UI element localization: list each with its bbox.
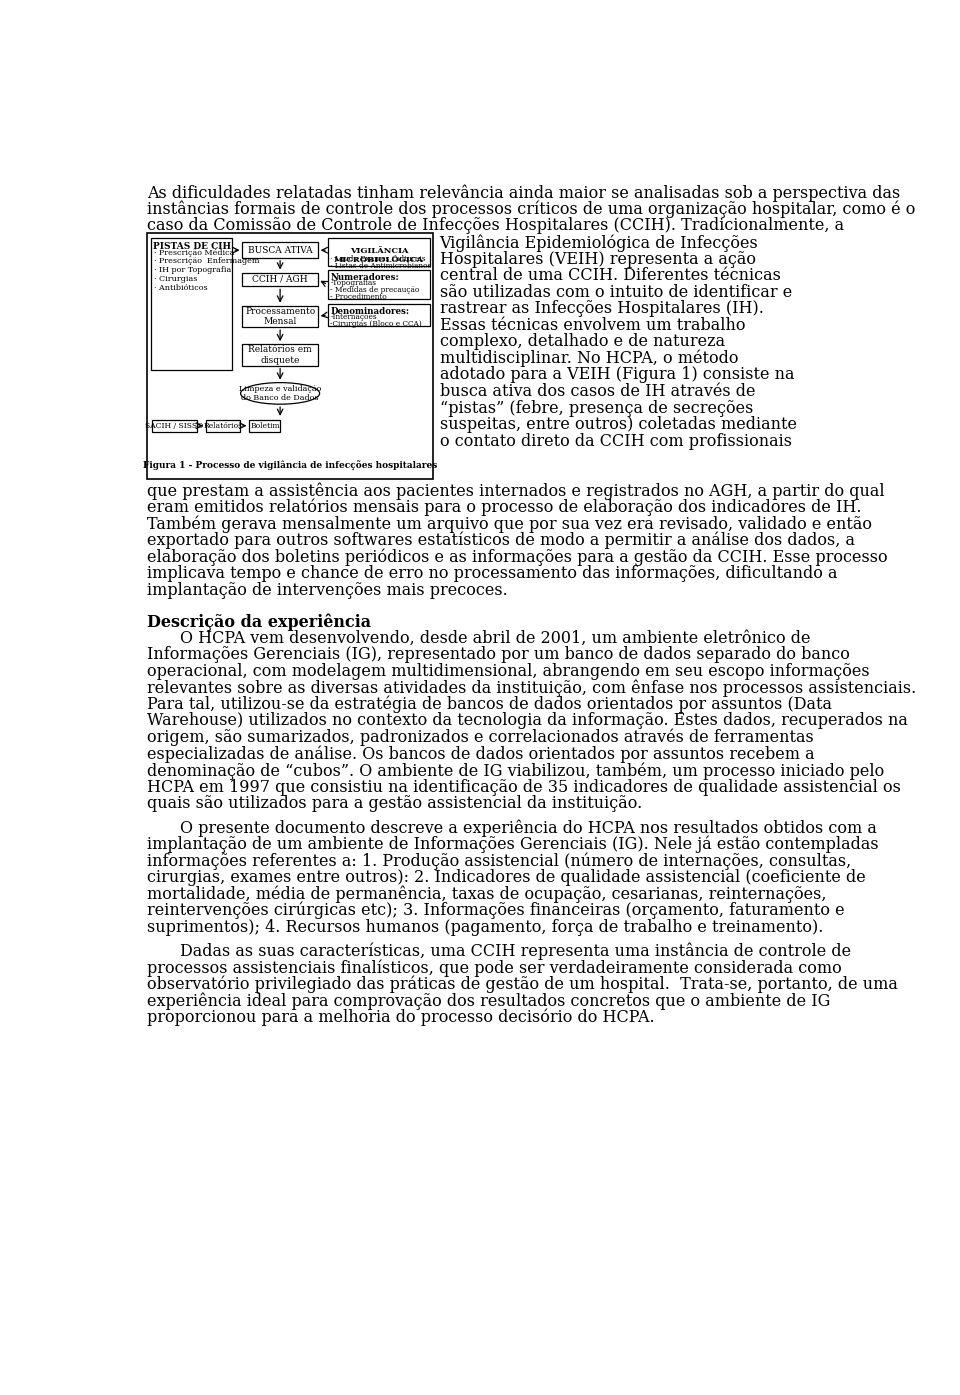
Text: Processamento
Mensal: Processamento Mensal xyxy=(245,307,315,326)
FancyBboxPatch shape xyxy=(206,420,240,432)
Text: Boletim: Boletim xyxy=(251,421,279,430)
Text: reintervenções cirúrgicas etc); 3. Informações financeiras (orçamento, faturamen: reintervenções cirúrgicas etc); 3. Infor… xyxy=(147,903,845,919)
Text: O presente documento descreve a experiência do HCPA nos resultados obtidos com a: O presente documento descreve a experiên… xyxy=(180,819,876,837)
Text: -Internações: -Internações xyxy=(330,314,377,321)
Text: busca ativa dos casos de IH através de: busca ativa dos casos de IH através de xyxy=(440,384,756,400)
FancyBboxPatch shape xyxy=(147,233,433,480)
Text: são utilizadas com o intuito de identificar e: são utilizadas com o intuito de identifi… xyxy=(440,283,792,301)
Text: denominação de “cubos”. O ambiente de IG viabilizou, também, um processo iniciad: denominação de “cubos”. O ambiente de IG… xyxy=(147,762,884,780)
Text: observatório privilegiado das práticas de gestão de um hospital.  Trata-se, port: observatório privilegiado das práticas d… xyxy=(147,975,898,993)
Text: SACIH / SISSO: SACIH / SISSO xyxy=(145,421,204,430)
Text: Também gerava mensalmente um arquivo que por sua vez era revisado, validado e en: Também gerava mensalmente um arquivo que… xyxy=(147,515,872,533)
Text: Vigilância Epidemiológica de Infecções: Vigilância Epidemiológica de Infecções xyxy=(440,234,758,251)
FancyBboxPatch shape xyxy=(243,243,318,258)
Text: multidisciplinar. No HCPA, o método: multidisciplinar. No HCPA, o método xyxy=(440,350,738,367)
FancyBboxPatch shape xyxy=(243,306,318,328)
Text: que prestam a assistência aos pacientes internados e registrados no AGH, a parti: que prestam a assistência aos pacientes … xyxy=(147,483,885,499)
Text: o contato direto da CCIH com profissionais: o contato direto da CCIH com profissiona… xyxy=(440,432,792,449)
Text: Dadas as suas características, uma CCIH representa uma instância de controle de: Dadas as suas características, uma CCIH … xyxy=(180,943,851,960)
Text: · Antibióticos: · Antibióticos xyxy=(155,285,207,292)
Text: -Cirurgias (Bloco e CCA): -Cirurgias (Bloco e CCA) xyxy=(330,321,422,328)
Text: implantação de um ambiente de Informações Gerenciais (IG). Nele já estão contemp: implantação de um ambiente de Informaçõe… xyxy=(147,836,878,854)
Text: Figura 1 - Processo de vigilância de infecções hospitalares: Figura 1 - Processo de vigilância de inf… xyxy=(143,460,438,470)
Text: -Topografias: -Topografias xyxy=(330,279,376,287)
Text: - Medidas de precaução: - Medidas de precaução xyxy=(330,286,420,294)
Text: O HCPA vem desenvolvendo, desde abril de 2001, um ambiente eletrônico de: O HCPA vem desenvolvendo, desde abril de… xyxy=(180,629,810,647)
FancyBboxPatch shape xyxy=(151,239,232,370)
Text: CCIH / AGH: CCIH / AGH xyxy=(252,275,308,285)
Text: operacional, com modelagem multidimensional, abrangendo em seu escopo informaçõe: operacional, com modelagem multidimensio… xyxy=(147,663,870,679)
Text: Informações Gerenciais (IG), representado por um banco de dados separado do banc: Informações Gerenciais (IG), representad… xyxy=(147,646,850,663)
FancyBboxPatch shape xyxy=(328,239,430,265)
Text: Numeradores:: Numeradores: xyxy=(330,273,399,282)
Text: implicava tempo e chance de erro no processamento das informações, dificultando : implicava tempo e chance de erro no proc… xyxy=(147,565,838,582)
Text: informações referentes a: 1. Produção assistencial (número de internações, consu: informações referentes a: 1. Produção as… xyxy=(147,852,852,870)
Text: HCPA em 1997 que consistiu na identificação de 35 indicadores de qualidade assis: HCPA em 1997 que consistiu na identifica… xyxy=(147,778,901,795)
Text: · IH por Topografia: · IH por Topografia xyxy=(155,266,231,275)
Text: Warehouse) utilizados no contexto da tecnologia da informação. Estes dados, recu: Warehouse) utilizados no contexto da tec… xyxy=(147,713,908,730)
FancyBboxPatch shape xyxy=(328,271,430,300)
Text: Para tal, utilizou-se da estratégia de bancos de dados orientados por assuntos (: Para tal, utilizou-se da estratégia de b… xyxy=(147,696,832,713)
Text: especializadas de análise. Os bancos de dados orientados por assuntos recebem a: especializadas de análise. Os bancos de … xyxy=(147,745,815,763)
Text: PISTAS DE CIH: PISTAS DE CIH xyxy=(153,243,230,251)
Text: elaboração dos boletins periódicos e as informações para a gestão da CCIH. Esse : elaboração dos boletins periódicos e as … xyxy=(147,548,888,566)
FancyBboxPatch shape xyxy=(328,304,430,325)
FancyBboxPatch shape xyxy=(243,345,318,365)
Text: instâncias formais de controle dos processos críticos de uma organização hospita: instâncias formais de controle dos proce… xyxy=(147,201,916,219)
Text: cirurgias, exames entre outros): 2. Indicadores de qualidade assistencial (coefi: cirurgias, exames entre outros): 2. Indi… xyxy=(147,869,866,886)
Text: central de uma CCIH. Diferentes técnicas: central de uma CCIH. Diferentes técnicas xyxy=(440,266,780,285)
Text: · Cirurgias: · Cirurgias xyxy=(155,275,198,283)
Text: Descrição da experiência: Descrição da experiência xyxy=(147,614,372,631)
Text: suprimentos); 4. Recursos humanos (pagamento, força de trabalho e treinamento).: suprimentos); 4. Recursos humanos (pagam… xyxy=(147,918,824,936)
Text: VIGILÂNCIA
MICROBIOLÓGICA: VIGILÂNCIA MICROBIOLÓGICA xyxy=(334,247,424,264)
Text: exportado para outros softwares estatísticos de modo a permitir a análise dos da: exportado para outros softwares estatíst… xyxy=(147,531,855,550)
Text: origem, são sumarizados, padronizados e correlacionados através de ferramentas: origem, são sumarizados, padronizados e … xyxy=(147,730,814,746)
FancyBboxPatch shape xyxy=(250,420,280,432)
Ellipse shape xyxy=(241,382,320,405)
Text: · Prescrição  Enfermagem: · Prescrição Enfermagem xyxy=(155,258,259,265)
Text: Limpeza e validação
do Banco de Dados: Limpeza e validação do Banco de Dados xyxy=(239,385,322,402)
Text: Relatórios em
disquete: Relatórios em disquete xyxy=(249,345,312,364)
Text: mortalidade, média de permanência, taxas de ocupação, cesarianas, reinternações,: mortalidade, média de permanência, taxas… xyxy=(147,886,827,903)
FancyBboxPatch shape xyxy=(243,272,318,286)
Text: - Procedimento: - Procedimento xyxy=(330,293,387,301)
Text: relevantes sobre as diversas atividades da instituição, com ênfase nos processos: relevantes sobre as diversas atividades … xyxy=(147,679,917,698)
Text: rastrear as Infecções Hospitalares (IH).: rastrear as Infecções Hospitalares (IH). xyxy=(440,300,763,317)
Text: proporcionou para a melhoria do processo decisório do HCPA.: proporcionou para a melhoria do processo… xyxy=(147,1009,655,1027)
Text: experiência ideal para comprovação dos resultados concretos que o ambiente de IG: experiência ideal para comprovação dos r… xyxy=(147,992,830,1010)
Text: eram emitidos relatórios mensais para o processo de elaboração dos indicadores d: eram emitidos relatórios mensais para o … xyxy=(147,499,862,516)
Text: adotado para a VEIH (Figura 1) consiste na: adotado para a VEIH (Figura 1) consiste … xyxy=(440,367,794,384)
Text: · Prescrição Médica: · Prescrição Médica xyxy=(155,248,234,257)
Text: Hospitalares (VEIH) representa a ação: Hospitalares (VEIH) representa a ação xyxy=(440,251,756,268)
Text: complexo, detalhado e de natureza: complexo, detalhado e de natureza xyxy=(440,333,725,350)
Text: Relatórios: Relatórios xyxy=(204,421,243,430)
Text: Essas técnicas envolvem um trabalho: Essas técnicas envolvem um trabalho xyxy=(440,317,745,333)
Text: · Laudo Exames Culturais: · Laudo Exames Culturais xyxy=(330,255,425,262)
Text: implantação de intervenções mais precoces.: implantação de intervenções mais precoce… xyxy=(147,582,508,598)
Text: Denominadores:: Denominadores: xyxy=(330,307,409,317)
Text: processos assistenciais finalísticos, que pode ser verdadeiramente considerada c: processos assistenciais finalísticos, qu… xyxy=(147,960,842,976)
FancyBboxPatch shape xyxy=(152,420,197,432)
Text: · Listas de Antimicrobianos: · Listas de Antimicrobianos xyxy=(330,262,431,271)
Text: quais são utilizados para a gestão assistencial da instituição.: quais são utilizados para a gestão assis… xyxy=(147,795,642,812)
Text: “pistas” (febre, presença de secreções: “pistas” (febre, presença de secreções xyxy=(440,399,753,417)
Text: BUSCA ATIVA: BUSCA ATIVA xyxy=(248,246,312,255)
Text: caso da Comissão de Controle de Infecções Hospitalares (CCIH). Tradicionalmente,: caso da Comissão de Controle de Infecçõe… xyxy=(147,218,844,234)
Text: As dificuldades relatadas tinham relevância ainda maior se analisadas sob a pers: As dificuldades relatadas tinham relevân… xyxy=(147,184,900,202)
Text: suspeitas, entre outros) coletadas mediante: suspeitas, entre outros) coletadas media… xyxy=(440,416,797,432)
